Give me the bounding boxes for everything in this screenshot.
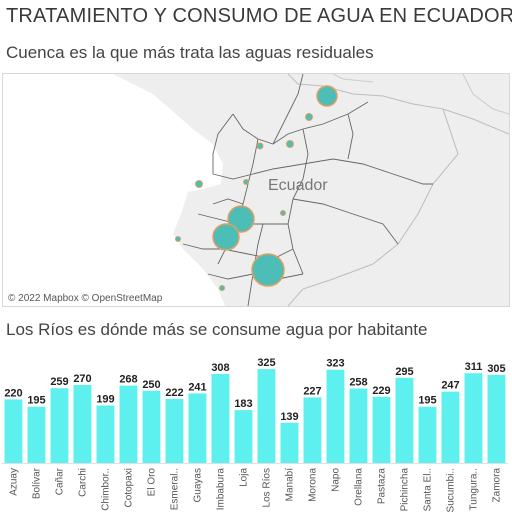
chart-subtitle: Los Ríos es dónde más se consume agua po… xyxy=(6,320,428,339)
map-bubble[interactable] xyxy=(305,113,313,121)
category-label: Los Ríos xyxy=(262,468,273,507)
map-bubble[interactable] xyxy=(251,253,285,287)
bar-value-label: 308 xyxy=(211,362,229,374)
bar-value-label: 199 xyxy=(96,394,114,406)
category-label: Imbabura xyxy=(216,468,227,511)
map-bubble[interactable] xyxy=(280,210,286,216)
map-subtitle: Cuenca es la que más trata las aguas res… xyxy=(6,43,374,62)
category-label: Orellana xyxy=(354,468,365,506)
bar-11[interactable] xyxy=(257,369,276,463)
bar-value-label: 220 xyxy=(4,387,22,399)
category-label: Bolívar xyxy=(32,467,43,499)
map-bubble[interactable] xyxy=(243,179,249,185)
country-border-far xyxy=(332,74,509,115)
category-label: Pichincha xyxy=(400,468,411,512)
bar-value-label: 222 xyxy=(165,387,183,399)
bar-12[interactable] xyxy=(280,422,299,463)
bar-3[interactable] xyxy=(73,385,92,463)
province-boundaries xyxy=(182,74,433,306)
category-label: Guayas xyxy=(193,468,204,502)
country-label: Ecuador xyxy=(268,177,328,194)
bar-9[interactable] xyxy=(211,374,230,463)
map-canvas[interactable]: Ecuador xyxy=(3,74,509,306)
category-label: Cañar xyxy=(55,467,66,495)
bar-chart-canvas[interactable]: 220 Azuay 195 Bolívar 259 Cañar 270 Carchi 199 Ch… xyxy=(0,348,512,522)
bar-5[interactable] xyxy=(119,385,138,463)
bar-15[interactable] xyxy=(349,388,368,464)
bar-value-label: 183 xyxy=(234,398,252,410)
category-label: Tungura.. xyxy=(469,468,480,510)
category-label: Esmeral.. xyxy=(170,468,181,510)
country-border-east xyxy=(287,108,459,306)
bar-value-label: 259 xyxy=(50,376,68,388)
country-border-north xyxy=(287,74,509,135)
bar-value-label: 258 xyxy=(349,377,367,389)
map-bubble[interactable] xyxy=(175,236,181,242)
bar-6[interactable] xyxy=(142,390,161,463)
category-label: Cotopaxi xyxy=(124,468,135,507)
category-label: Napo xyxy=(331,468,342,492)
bar-2[interactable] xyxy=(50,388,69,463)
bar-value-label: 247 xyxy=(441,380,459,392)
bar-value-label: 295 xyxy=(395,366,413,378)
dashboard-title: TRATAMIENTO Y CONSUMO DE AGUA EN ECUADOR xyxy=(6,5,512,27)
bar-19[interactable] xyxy=(441,391,460,463)
bar-10[interactable] xyxy=(234,410,253,463)
bar-value-label: 305 xyxy=(487,363,505,375)
bar-value-label: 268 xyxy=(119,374,137,386)
bubble-layer[interactable] xyxy=(175,85,338,291)
bar-value-label: 195 xyxy=(418,395,436,407)
category-label: El Oro xyxy=(147,468,158,497)
bar-value-label: 270 xyxy=(73,373,91,385)
bar-value-label: 241 xyxy=(188,381,206,393)
category-label: Santa El.. xyxy=(423,468,434,511)
bar-7[interactable] xyxy=(165,398,184,463)
bar-value-label: 250 xyxy=(142,379,160,391)
category-label: Carchi xyxy=(78,468,89,497)
category-label: Loja xyxy=(239,468,250,487)
category-label: Manabí xyxy=(285,468,296,502)
map-bubble[interactable] xyxy=(212,223,240,251)
bar-4[interactable] xyxy=(96,405,115,464)
bar-18[interactable] xyxy=(418,406,437,463)
map-bubble[interactable] xyxy=(256,142,264,150)
map-bubble[interactable] xyxy=(227,205,255,233)
bar-value-label: 229 xyxy=(372,385,390,397)
category-label: Chimbor.. xyxy=(101,468,112,511)
category-label: Morona xyxy=(308,468,319,502)
bar-value-label: 139 xyxy=(280,411,298,423)
bar-8[interactable] xyxy=(188,393,207,463)
bar-20[interactable] xyxy=(464,373,483,463)
map-attribution[interactable]: © 2022 Mapbox © OpenStreetMap xyxy=(6,293,165,304)
category-label: Zamora xyxy=(492,468,503,503)
category-label: Sucumbi.. xyxy=(446,468,457,512)
bar-value-label: 227 xyxy=(303,385,321,397)
bar-17[interactable] xyxy=(395,377,414,463)
category-label: Azuay xyxy=(9,468,20,496)
consumption-bar-chart[interactable]: 220 Azuay 195 Bolívar 259 Cañar 270 Carchi 199 Ch… xyxy=(0,348,512,522)
ocean xyxy=(3,74,225,306)
bar-value-label: 311 xyxy=(465,361,483,373)
bar-0[interactable] xyxy=(4,399,23,463)
map-bubble[interactable] xyxy=(286,140,294,148)
bar-16[interactable] xyxy=(372,396,391,463)
category-label: Pastaza xyxy=(377,468,388,505)
bar-value-label: 323 xyxy=(326,358,344,370)
bar-13[interactable] xyxy=(303,397,322,463)
map-bubble[interactable] xyxy=(219,285,225,291)
bar-value-label: 325 xyxy=(257,357,275,369)
bar-1[interactable] xyxy=(27,406,46,463)
bar-21[interactable] xyxy=(487,374,506,463)
map-bubble[interactable] xyxy=(316,85,338,107)
bar-14[interactable] xyxy=(326,369,345,463)
ecuador-map[interactable]: Ecuador © 2022 Mapbox © OpenStreetMap xyxy=(2,73,510,307)
bar-value-label: 195 xyxy=(27,395,45,407)
map-bubble[interactable] xyxy=(195,180,203,188)
